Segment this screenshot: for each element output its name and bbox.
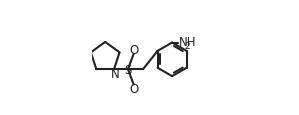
Text: O: O	[129, 82, 138, 95]
Text: O: O	[129, 44, 138, 57]
Text: 2: 2	[184, 41, 190, 50]
Text: S: S	[124, 63, 132, 76]
Text: N: N	[111, 68, 119, 80]
Text: NH: NH	[179, 36, 196, 48]
